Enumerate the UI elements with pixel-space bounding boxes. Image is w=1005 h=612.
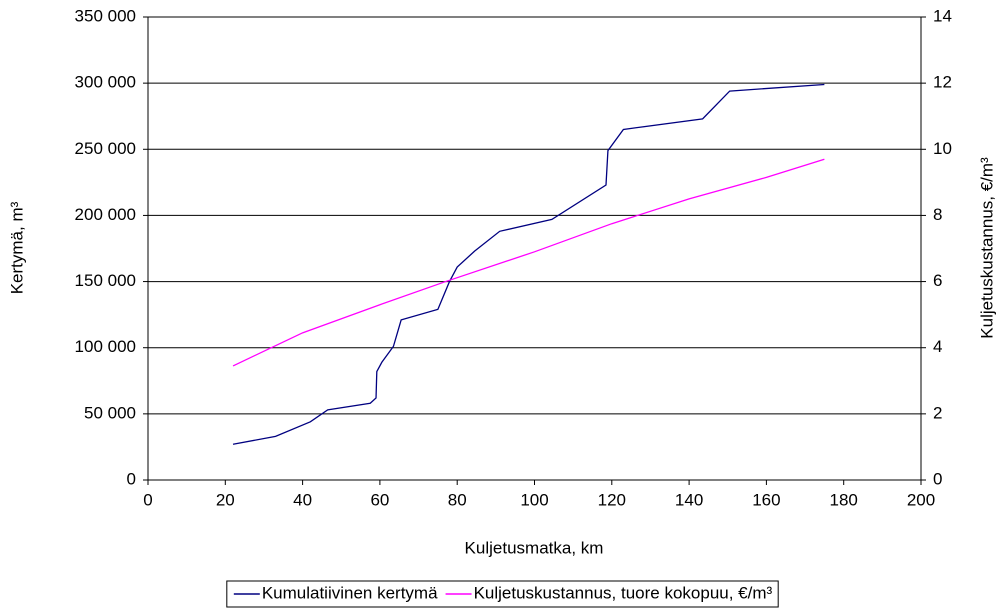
x-tick-label: 160 [752, 490, 780, 509]
x-tick-label: 200 [907, 490, 935, 509]
y-tick-label: 100 000 [75, 337, 136, 356]
y-tick-label: 350 000 [75, 6, 136, 25]
y-tick-label: 50 000 [84, 403, 136, 422]
x-tick-label: 40 [293, 490, 312, 509]
x-tick-label: 0 [143, 490, 152, 509]
x-tick-label: 180 [830, 490, 858, 509]
y2-tick-label: 4 [933, 337, 942, 356]
y2-axis-title: Kuljetuskustannus, €/m³ [977, 157, 996, 339]
y-axis-title: Kertymä, m³ [7, 201, 26, 294]
y-tick-label: 250 000 [75, 139, 136, 158]
series-line [232, 83, 825, 445]
y-tick-label: 0 [127, 469, 136, 488]
y2-tick-label: 12 [933, 73, 952, 92]
x-tick-label: 140 [675, 490, 703, 509]
x-tick-label: 60 [370, 490, 389, 509]
y2-tick-label: 14 [933, 6, 952, 25]
y-tick-label: 150 000 [75, 271, 136, 290]
y2-tick-label: 0 [933, 469, 942, 488]
y-tick-label: 300 000 [75, 73, 136, 92]
x-axis-title: Kuljetusmatka, km [465, 538, 604, 557]
legend-label: Kuljetuskustannus, tuore kokopuu, €/m³ [474, 583, 773, 602]
y2-tick-label: 6 [933, 271, 942, 290]
legend-label: Kumulatiivinen kertymä [262, 583, 438, 602]
x-tick-label: 100 [520, 490, 548, 509]
legend-box [226, 580, 779, 608]
y2-tick-label: 8 [933, 205, 942, 224]
y2-tick-label: 2 [933, 403, 942, 422]
y2-tick-label: 10 [933, 139, 952, 158]
series-line [232, 158, 825, 367]
y-tick-label: 200 000 [75, 205, 136, 224]
x-tick-label: 120 [598, 490, 626, 509]
x-tick-label: 20 [216, 490, 235, 509]
x-tick-label: 80 [448, 490, 467, 509]
